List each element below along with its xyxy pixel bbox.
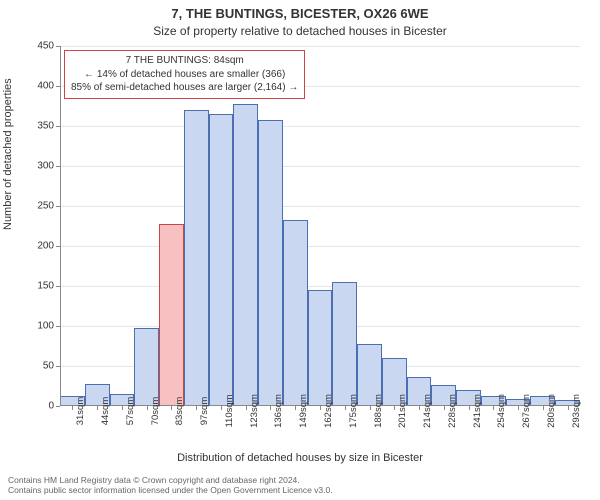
ytick-mark (56, 286, 60, 287)
xtick-label: 57sqm (125, 397, 136, 426)
xtick-label: 201sqm (397, 394, 408, 428)
xtick-label: 162sqm (323, 394, 334, 428)
xtick-label: 44sqm (100, 397, 111, 426)
annotation-box: 7 THE BUNTINGS: 84sqm ← 14% of detached … (64, 50, 305, 99)
ytick-label: 450 (24, 41, 54, 52)
xtick-mark (196, 406, 197, 410)
xtick-mark (147, 406, 148, 410)
title-subtitle: Size of property relative to detached ho… (0, 24, 600, 38)
xtick-label: 136sqm (273, 394, 284, 428)
xtick-mark (171, 406, 172, 410)
xtick-label: 83sqm (174, 397, 185, 426)
ytick-mark (56, 166, 60, 167)
xtick-mark (122, 406, 123, 410)
xtick-mark (246, 406, 247, 410)
xtick-mark (518, 406, 519, 410)
xtick-label: 280sqm (546, 394, 557, 428)
xtick-mark (97, 406, 98, 410)
ytick-label: 250 (24, 201, 54, 212)
x-axis-label: Distribution of detached houses by size … (0, 452, 600, 464)
ytick-label: 50 (24, 361, 54, 372)
bar (209, 114, 234, 406)
xtick-label: 149sqm (298, 394, 309, 428)
ytick-label: 300 (24, 161, 54, 172)
title-address: 7, THE BUNTINGS, BICESTER, OX26 6WE (0, 6, 600, 21)
xtick-label: 31sqm (75, 397, 86, 426)
xtick-mark (370, 406, 371, 410)
footer-line1: Contains HM Land Registry data © Crown c… (8, 475, 333, 486)
xtick-label: 214sqm (422, 394, 433, 428)
ytick-label: 400 (24, 81, 54, 92)
xtick-mark (221, 406, 222, 410)
bar (332, 282, 357, 406)
xtick-label: 228sqm (447, 394, 458, 428)
xtick-label: 293sqm (571, 394, 582, 428)
ytick-mark (56, 326, 60, 327)
ytick-label: 150 (24, 281, 54, 292)
xtick-label: 110sqm (224, 394, 235, 427)
ytick-mark (56, 86, 60, 87)
xtick-mark (270, 406, 271, 410)
bar (233, 104, 258, 406)
ytick-mark (56, 366, 60, 367)
xtick-mark (419, 406, 420, 410)
bar-highlight (159, 224, 184, 406)
bar (258, 120, 283, 406)
annotation-line1: 7 THE BUNTINGS: 84sqm (71, 54, 298, 68)
annotation-line3: 85% of semi-detached houses are larger (… (71, 81, 298, 95)
plot-area (60, 46, 580, 406)
xtick-mark (444, 406, 445, 410)
xtick-mark (320, 406, 321, 410)
xtick-label: 188sqm (373, 394, 384, 428)
bar (283, 220, 308, 406)
ytick-mark (56, 406, 60, 407)
ytick-mark (56, 126, 60, 127)
xtick-mark (493, 406, 494, 410)
xtick-mark (543, 406, 544, 410)
xtick-mark (295, 406, 296, 410)
y-axis-label: Number of detached properties (2, 78, 14, 230)
bar (308, 290, 333, 406)
ytick-label: 200 (24, 241, 54, 252)
footer-attribution: Contains HM Land Registry data © Crown c… (8, 475, 333, 496)
xtick-label: 123sqm (249, 394, 260, 428)
ytick-mark (56, 246, 60, 247)
xtick-label: 241sqm (472, 394, 483, 428)
xtick-label: 97sqm (199, 397, 210, 426)
bar (184, 110, 209, 406)
xtick-mark (72, 406, 73, 410)
xtick-label: 254sqm (496, 394, 507, 428)
xtick-label: 175sqm (348, 394, 359, 428)
xtick-mark (469, 406, 470, 410)
bar (134, 328, 159, 406)
ytick-label: 350 (24, 121, 54, 132)
xtick-label: 267sqm (521, 394, 532, 428)
ytick-mark (56, 206, 60, 207)
figure-container: 7, THE BUNTINGS, BICESTER, OX26 6WE Size… (0, 0, 600, 500)
ytick-label: 0 (24, 401, 54, 412)
ytick-label: 100 (24, 321, 54, 332)
xtick-label: 70sqm (150, 397, 161, 426)
annotation-line2: ← 14% of detached houses are smaller (36… (71, 68, 298, 82)
ytick-mark (56, 46, 60, 47)
xtick-mark (568, 406, 569, 410)
xtick-mark (394, 406, 395, 410)
xtick-mark (345, 406, 346, 410)
bars-layer (60, 46, 580, 406)
y-axis-line (60, 46, 61, 406)
footer-line2: Contains public sector information licen… (8, 485, 333, 496)
